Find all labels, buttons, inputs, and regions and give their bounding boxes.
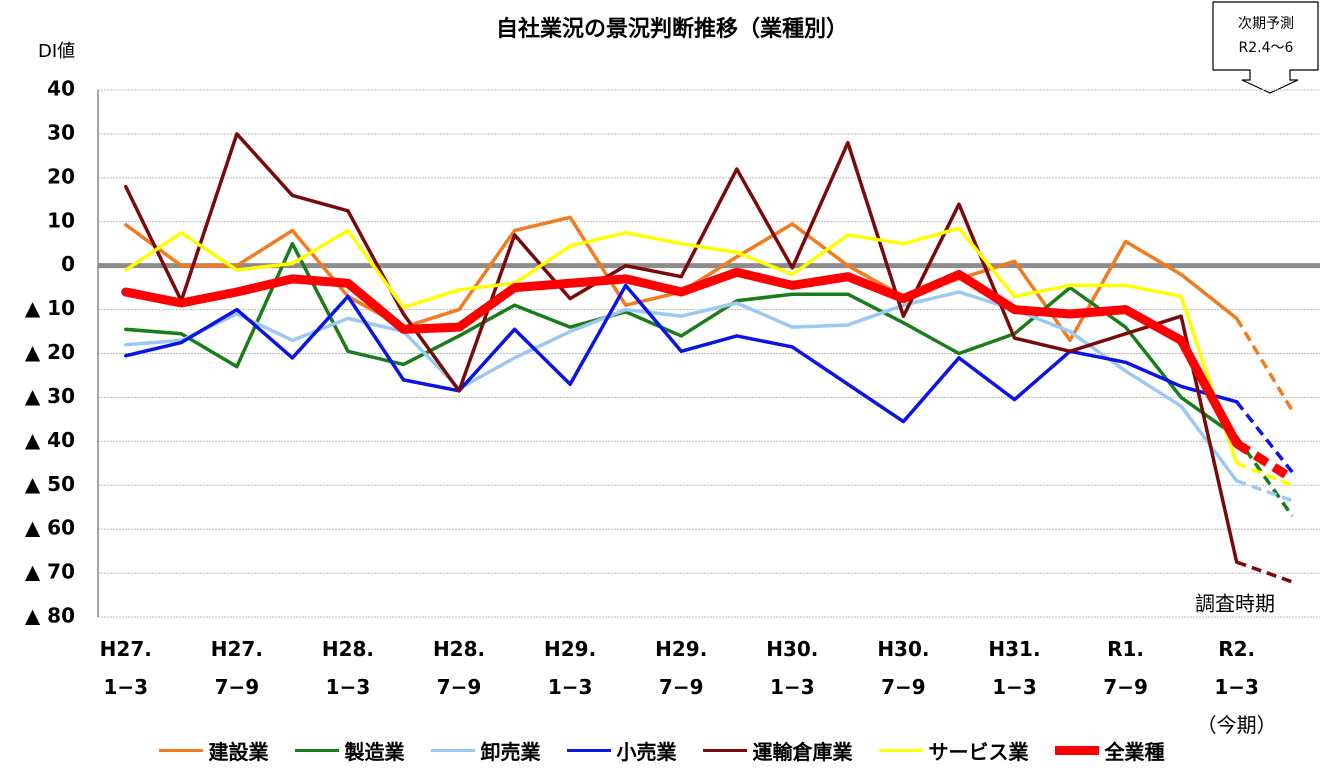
y-tick-label: ▲ 20: [25, 340, 75, 364]
forecast-line: [1235, 317, 1294, 412]
forecast-period: R2.4～6: [1239, 40, 1294, 56]
legend-label: 卸売業: [480, 740, 541, 764]
forecast-line: [1234, 439, 1295, 483]
series-line: [124, 290, 1239, 483]
legend-label: 運輸倉庫業: [752, 740, 853, 764]
series-line: [124, 283, 1239, 424]
x-tick-label: H31. 1−3: [988, 637, 1041, 699]
legend-label: サービス業: [928, 740, 1029, 764]
x-tick-label: H29. 7−9: [655, 637, 708, 699]
y-tick-label: 40: [47, 77, 75, 101]
y-tick-label: ▲ 40: [25, 428, 75, 452]
x-tick-label: H29. 1−3: [544, 637, 597, 699]
legend-item: 全業種: [1054, 736, 1165, 765]
x-tick-label: H30. 1−3: [766, 637, 819, 699]
legend-item: サービス業: [878, 736, 1029, 765]
y-tick-label: 30: [47, 120, 75, 144]
legend-item: 製造業: [294, 736, 405, 765]
x-tick-label: H28. 7−9: [432, 637, 486, 699]
series-line: [124, 132, 1239, 564]
legend-swatch: [430, 748, 475, 753]
legend-item: 運輸倉庫業: [702, 736, 853, 765]
forecast-label: 次期予測: [1238, 16, 1294, 32]
series-line: [121, 267, 1242, 449]
legend-label: 製造業: [344, 740, 405, 764]
forecast-callout: [1212, 1, 1319, 94]
series-line: [124, 226, 1239, 466]
legend-swatch: [878, 748, 923, 753]
y-tick-label: ▲ 50: [25, 472, 75, 496]
forecast-line: [1236, 479, 1293, 503]
y-tick-label: ▲ 30: [25, 384, 75, 408]
x-tick-label: H27. 7−9: [210, 637, 263, 699]
y-tick-label: 0: [61, 252, 75, 276]
legend-item: 卸売業: [430, 736, 541, 765]
x-tick-label: R2. 1−3: [1214, 637, 1259, 699]
legend-item: 小売業: [566, 736, 677, 765]
x-tick-label: H28. 1−3: [321, 637, 375, 699]
y-axis-label: DI値: [38, 41, 75, 62]
x-tick-label: H27. 1−3: [99, 637, 152, 699]
y-tick-label: ▲ 10: [25, 296, 75, 320]
legend-label: 建設業: [208, 740, 269, 764]
legend-swatch: [702, 748, 747, 753]
current-period-label: （今期）: [1196, 713, 1277, 737]
y-tick-label: ▲ 70: [25, 560, 75, 584]
forecast-line: [1236, 461, 1293, 487]
y-tick-label: ▲ 80: [25, 604, 75, 628]
y-tick-label: 20: [47, 164, 75, 188]
legend-swatch: [158, 748, 203, 753]
survey-annotation: 調査時期: [1195, 592, 1275, 616]
legend-swatch: [566, 748, 611, 753]
legend-swatch: [1054, 746, 1099, 755]
legend-item: 建設業: [158, 736, 269, 765]
chart-title: 自社業況の景況判断推移（業種別）: [496, 16, 848, 42]
y-tick-label: 10: [47, 208, 75, 232]
legend-label: 全業種: [1104, 740, 1165, 764]
forecast-line: [1236, 560, 1293, 584]
legend-label: 小売業: [616, 740, 677, 764]
legend-swatch: [294, 748, 339, 753]
x-tick-label: H30. 7−9: [877, 637, 930, 699]
x-tick-label: R1. 7−9: [1103, 637, 1148, 699]
legend: 建設業 製造業 卸売業 小売業 運輸倉庫業 サービス業 全業種: [0, 736, 1323, 765]
y-tick-label: ▲ 60: [25, 516, 75, 540]
